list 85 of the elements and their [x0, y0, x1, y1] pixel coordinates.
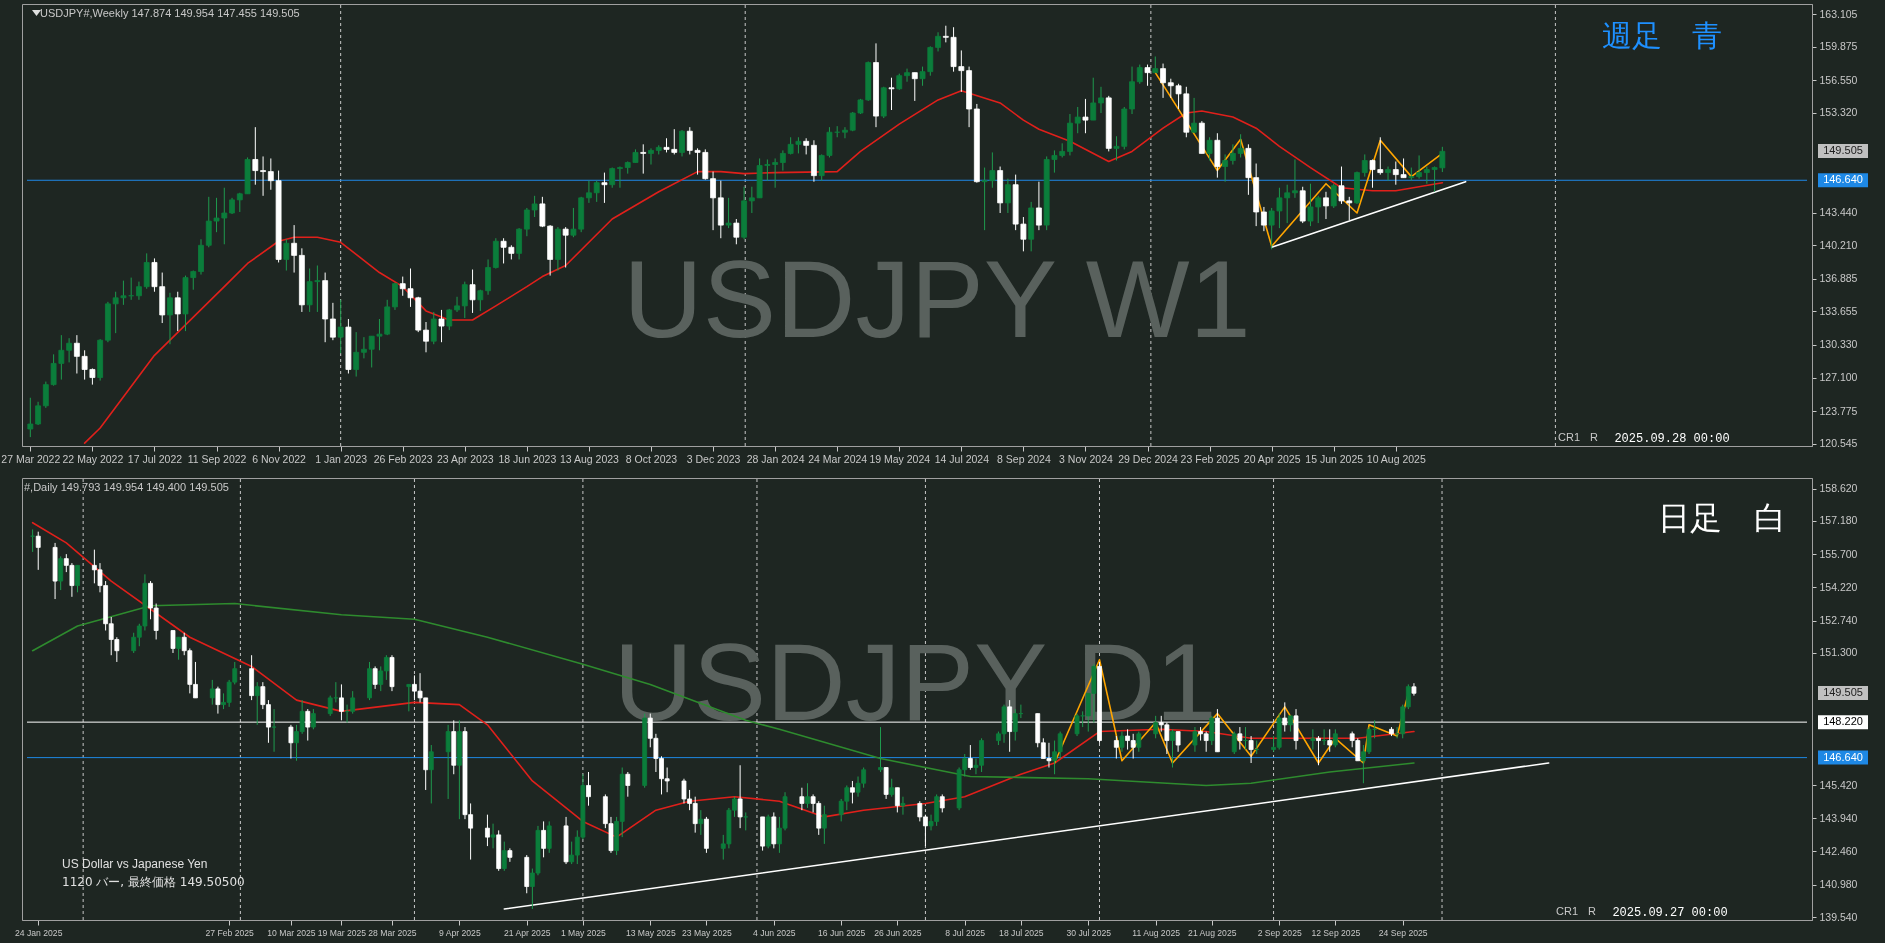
y-tick-label: 127.100: [1819, 371, 1858, 384]
x-tick-label: 21 Apr 2025: [504, 927, 551, 938]
x-tick-label: 28 Mar 2025: [368, 927, 417, 938]
y-tick-label: 156.550: [1819, 73, 1858, 86]
x-tick-label: 8 Oct 2023: [625, 452, 678, 465]
x-tick-label: 14 Jul 2024: [934, 452, 990, 465]
x-tick-label: 21 Aug 2025: [1188, 927, 1237, 938]
x-tick-label: 4 Jun 2025: [753, 927, 796, 938]
x-tick-label: 18 Jun 2023: [498, 452, 557, 465]
annotation: 日足 白: [1658, 499, 1786, 537]
x-tick-label: 26 Feb 2023: [373, 452, 433, 465]
y-tick-label: 120.545: [1819, 437, 1858, 450]
x-tick-label: 27 Feb 2025: [205, 927, 255, 938]
x-tick-label: 19 May 2024: [869, 452, 931, 465]
annotation: US Dollar vs Japanese Yen: [62, 857, 208, 871]
y-tick-label: 140.210: [1819, 238, 1858, 251]
x-tick-label: 9 Apr 2025: [439, 927, 481, 938]
x-tick-label: 29 Dec 2024: [1118, 452, 1178, 465]
y-tick-label: 136.885: [1819, 272, 1858, 285]
annotation: CR1: [1555, 905, 1579, 917]
y-tick-label: 158.620: [1819, 482, 1858, 495]
annotation: 週足 青: [1602, 18, 1722, 53]
y-tick-label: 139.540: [1819, 910, 1858, 923]
y-tick-label: 159.875: [1819, 40, 1858, 53]
chart-title: USDJPY#,Weekly 147.874 149.954 147.455 149.505: [40, 7, 300, 19]
x-tick-label: 27 Mar 2022: [1, 452, 61, 465]
x-tick-label: 3 Dec 2023: [686, 452, 741, 465]
y-tick-label: 157.180: [1819, 514, 1858, 527]
text: 149.505: [1823, 144, 1863, 156]
y-tick-label: 163.105: [1819, 7, 1858, 20]
x-tick-label: 23 May 2025: [682, 927, 733, 938]
x-tick-label: 30 Jul 2025: [1066, 927, 1112, 938]
x-tick-label: 10 Mar 2025: [267, 927, 316, 938]
y-tick-label: 151.300: [1819, 646, 1858, 659]
x-tick-label: 6 Nov 2022: [252, 452, 307, 465]
x-tick-label: 24 Jan 2025: [15, 927, 63, 938]
y-tick-label: 154.220: [1819, 580, 1858, 593]
y-tick-label: 143.440: [1819, 206, 1858, 219]
x-tick-label: 23 Feb 2025: [1180, 452, 1240, 465]
x-tick-label: 24 Sep 2025: [1378, 927, 1428, 938]
x-tick-label: 16 Jun 2025: [817, 927, 866, 938]
text: 149.505: [1823, 686, 1863, 698]
y-tick-label: 152.740: [1819, 614, 1858, 627]
x-tick-label: 10 Aug 2025: [1366, 452, 1426, 465]
x-tick-label: 15 Jun 2025: [1305, 452, 1364, 465]
y-tick-label: 123.775: [1819, 404, 1858, 417]
annotation: 2025.09.28 00:00: [1614, 432, 1730, 446]
x-tick-label: 13 May 2025: [625, 927, 676, 938]
x-tick-label: 22 May 2022: [62, 452, 124, 465]
x-tick-label: 11 Aug 2025: [1132, 927, 1181, 938]
y-tick-label: 155.700: [1819, 547, 1858, 560]
x-tick-label: 28 Jan 2024: [746, 452, 805, 465]
x-tick-label: 20 Apr 2025: [1243, 452, 1301, 465]
annotation: R: [1588, 905, 1597, 917]
annotation: CR1: [1557, 431, 1581, 443]
y-tick-label: 130.330: [1819, 338, 1858, 351]
x-tick-label: 1 Jan 2023: [315, 452, 368, 465]
x-tick-label: 24 Mar 2024: [808, 452, 868, 465]
x-tick-label: 26 Jun 2025: [874, 927, 922, 938]
y-tick-label: 140.980: [1819, 878, 1858, 891]
y-tick-label: 142.460: [1819, 845, 1858, 857]
x-tick-label: 19 Mar 2025: [317, 927, 367, 938]
x-tick-label: 8 Jul 2025: [945, 927, 986, 938]
ref-line-label: 146.640: [1823, 750, 1863, 763]
annotation: USDJPY W1: [623, 237, 1251, 360]
x-tick-label: 3 Nov 2024: [1059, 452, 1113, 465]
x-tick-label: 13 Aug 2023: [559, 452, 620, 465]
chart-title: #,Daily 149.793 149.954 149.400 149.505: [24, 481, 229, 493]
x-tick-label: 8 Sep 2024: [997, 452, 1051, 465]
x-tick-label: 18 Jul 2025: [999, 927, 1044, 938]
ref-line-label: 148.220: [1823, 715, 1863, 728]
ref-line-label: 146.640: [1823, 173, 1863, 186]
x-tick-label: 11 Sep 2022: [187, 452, 247, 465]
x-tick-label: 17 Jul 2022: [127, 452, 183, 465]
y-tick-label: 143.940: [1819, 811, 1858, 824]
y-tick-label: 133.655: [1819, 304, 1858, 317]
x-tick-label: 12 Sep 2025: [1311, 927, 1361, 938]
annotation: 2025.09.27 00:00: [1612, 906, 1728, 920]
x-tick-label: 1 May 2025: [560, 927, 607, 938]
annotation: R: [1590, 431, 1599, 443]
y-tick-label: 153.320: [1819, 106, 1858, 119]
x-tick-label: 2 Sep 2025: [1257, 927, 1302, 938]
annotation: 1120 バー, 最終価格 149.50500: [62, 875, 245, 889]
x-tick-label: 23 Apr 2023: [436, 452, 494, 465]
y-tick-label: 145.420: [1819, 778, 1858, 791]
